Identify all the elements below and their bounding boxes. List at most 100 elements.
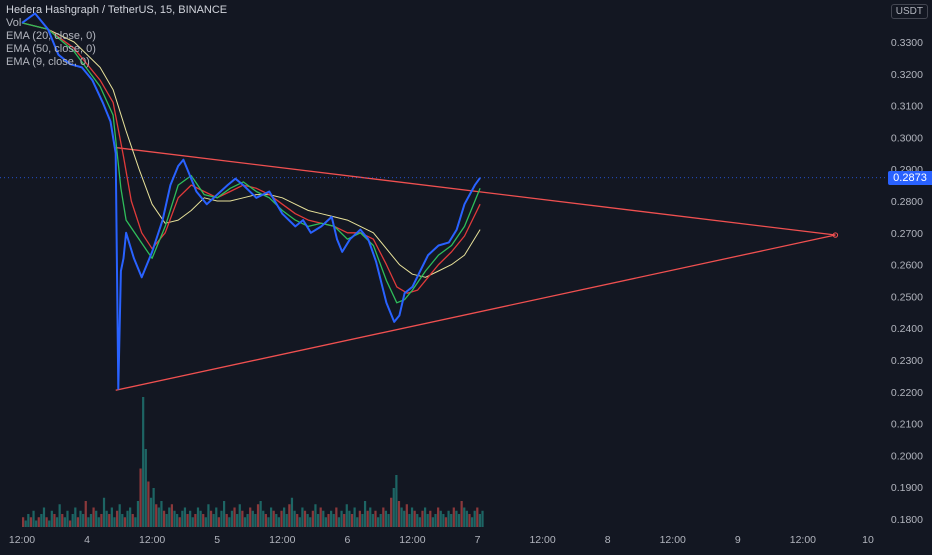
y-tick-label: 0.2700 — [891, 228, 923, 240]
volume-bar — [126, 510, 129, 527]
trendline[interactable] — [115, 146, 836, 236]
volume-bar — [377, 517, 380, 527]
currency-badge[interactable]: USDT — [890, 4, 928, 19]
volume-bar — [410, 507, 414, 527]
volume-bar — [217, 517, 220, 527]
volume-bar — [76, 517, 80, 527]
volume-bar — [209, 510, 213, 527]
volume-bar — [66, 510, 69, 527]
volume-bar — [236, 514, 239, 527]
volume-bar — [58, 504, 61, 527]
volume-bar — [84, 501, 87, 527]
volume-bar — [251, 510, 254, 527]
volume-bar — [450, 514, 453, 527]
volume-bar — [429, 510, 432, 527]
volume-bar — [327, 514, 330, 527]
volume-bar — [335, 507, 338, 527]
volume-bar — [246, 514, 249, 527]
volume-bar — [230, 510, 234, 527]
volume-bar — [92, 507, 95, 527]
volume-bar — [32, 510, 35, 527]
volume-bar — [194, 514, 197, 527]
x-tick-label: 7 — [475, 534, 481, 546]
volume-bar — [186, 514, 189, 527]
volume-bar — [481, 510, 484, 527]
volume-bar — [215, 507, 218, 527]
volume-bar — [306, 514, 309, 527]
volume-bar — [102, 497, 106, 527]
volume-bar — [139, 468, 142, 527]
series-line-ema20[interactable] — [21, 22, 481, 294]
volume-bar — [478, 514, 482, 527]
volume-bar — [238, 504, 241, 527]
volume-bar — [100, 514, 103, 527]
volume-bar — [470, 517, 474, 527]
volume-bar — [413, 510, 416, 527]
volume-bar — [50, 510, 53, 527]
volume-bar — [330, 510, 333, 527]
volume-bar — [108, 514, 111, 527]
volume-bar — [397, 501, 401, 527]
volume-bar — [183, 507, 187, 527]
volume-bar — [129, 507, 132, 527]
volume-bar — [118, 504, 121, 527]
volume-bar — [434, 514, 437, 527]
volume-bar — [361, 514, 364, 527]
x-tick-label: 12:00 — [269, 534, 295, 546]
volume-bar — [115, 510, 119, 527]
volume-bar — [405, 504, 408, 527]
volume-bar — [147, 481, 150, 527]
volume-bar — [178, 517, 181, 527]
y-tick-label: 0.2500 — [891, 291, 923, 303]
y-tick-label: 0.2100 — [891, 419, 923, 431]
volume-bar — [340, 510, 343, 527]
volume-bar — [460, 501, 463, 527]
volume-bar — [204, 517, 207, 527]
y-tick-label: 0.2400 — [891, 323, 923, 335]
y-tick-label: 0.2800 — [891, 196, 923, 208]
indicator-ema9-label[interactable]: EMA (9, close, 0) — [6, 56, 90, 68]
volume-bar — [403, 510, 406, 527]
volume-bar — [249, 507, 252, 527]
symbol-title[interactable]: Hedera Hashgraph / TetherUS, 15, BINANCE — [6, 4, 228, 16]
volume-bar — [196, 507, 200, 527]
volume-bar — [353, 507, 356, 527]
volume-bar — [319, 507, 322, 527]
volume-bar — [288, 504, 291, 527]
volume-bar — [241, 510, 244, 527]
volume-bar — [363, 501, 367, 527]
x-tick-label: 4 — [84, 534, 90, 546]
volume-bar — [275, 514, 278, 527]
volume-bar — [35, 520, 38, 527]
volume-bar — [444, 517, 448, 527]
volume-bar — [285, 514, 288, 527]
volume-bar — [48, 520, 51, 527]
x-tick-label: 12:00 — [660, 534, 686, 546]
volume-bar — [27, 514, 30, 527]
volume-bar — [29, 517, 33, 527]
indicator-ema20-label[interactable]: EMA (20, close, 0) — [6, 30, 96, 42]
y-tick-label: 0.2200 — [891, 387, 923, 399]
volume-bar — [207, 504, 210, 527]
series-line-price[interactable] — [21, 12, 481, 390]
volume-bar — [191, 517, 194, 527]
volume-bar — [290, 497, 294, 527]
y-tick-label: 0.2000 — [891, 450, 923, 462]
volume-bar — [181, 510, 184, 527]
x-tick-label: 12:00 — [790, 534, 816, 546]
volume-bar — [144, 449, 147, 527]
volume-bar — [382, 507, 385, 527]
trendline[interactable] — [115, 234, 836, 391]
indicator-ema50-label[interactable]: EMA (50, close, 0) — [6, 43, 96, 55]
volume-bar — [256, 504, 260, 527]
volume-bar — [228, 517, 231, 527]
volume-bar — [337, 517, 341, 527]
volume-bar — [296, 514, 299, 527]
volume-bar — [176, 514, 179, 527]
indicator-volume-label[interactable]: Vol — [6, 17, 22, 29]
volume-bar — [37, 517, 40, 527]
volume-bar — [421, 510, 424, 527]
trendline-handle[interactable] — [832, 232, 839, 238]
